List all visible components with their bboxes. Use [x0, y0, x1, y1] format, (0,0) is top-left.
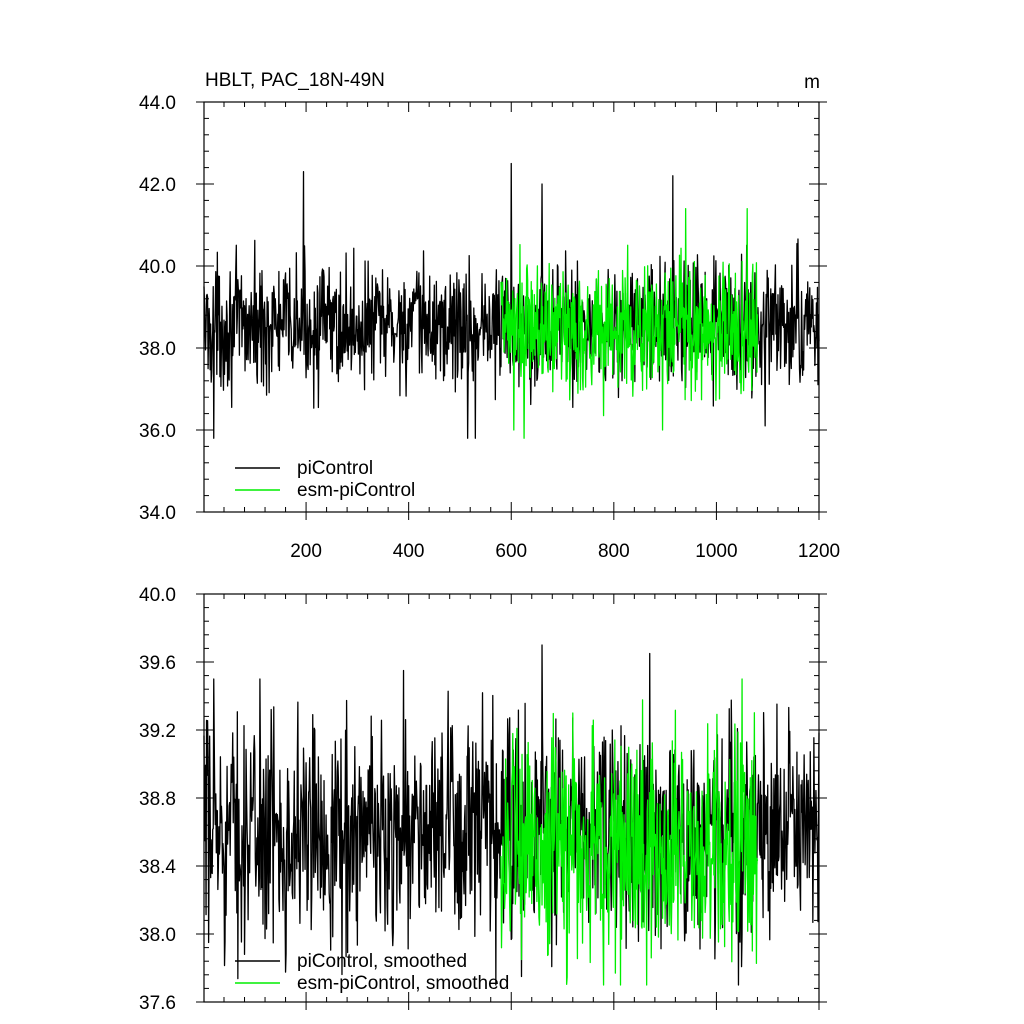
y-tick-label: 40.0 [139, 585, 176, 606]
units-label: m [804, 72, 820, 93]
series-group [203, 162, 820, 439]
legend-label: piControl, smoothed [297, 951, 467, 972]
axes-group: 200 400 600 800 1000 1200 34.0 36.0 38.0 40.0 42.0… [139, 93, 840, 562]
legend-label: piControl [297, 458, 373, 479]
x-tick-label: 1000 [695, 541, 737, 562]
y-tick-label: 38.0 [139, 925, 176, 946]
series-line-picontrol [203, 162, 820, 439]
legend-label: esm-piControl [297, 480, 415, 501]
x-tick-label: 400 [393, 541, 425, 562]
series-group [203, 644, 820, 986]
y-tick-label: 38.8 [139, 789, 176, 810]
x-tick-label: 800 [598, 541, 630, 562]
x-tick-label: 600 [495, 541, 527, 562]
series-line-esm-picontrol [500, 207, 759, 439]
y-tick-label: 39.6 [139, 653, 176, 674]
x-tick-label: 200 [290, 541, 322, 562]
legend-label: esm-piControl, smoothed [297, 973, 509, 994]
y-tick-label: 38.0 [139, 339, 176, 360]
y-tick-label: 39.2 [139, 721, 176, 742]
x-tick-label: 1200 [798, 541, 840, 562]
y-tick-label: 34.0 [139, 503, 176, 524]
y-tick-label: 44.0 [139, 93, 176, 114]
axes-group: 37.6 38.0 38.4 38.8 39.2 39.6 40.0 [139, 585, 827, 1014]
bottom-panel: 37.6 38.0 38.4 38.8 39.2 39.6 40.0 piControl, … [139, 585, 827, 1014]
y-tick-label: 40.0 [139, 257, 176, 278]
y-tick-label: 36.0 [139, 421, 176, 442]
y-tick-label: 42.0 [139, 175, 176, 196]
series-line-esm-picontrol-smoothed [500, 678, 759, 986]
chart-title: HBLT, PAC_18N-49N [205, 70, 385, 91]
y-tick-label: 37.6 [139, 993, 176, 1014]
y-tick-label: 38.4 [139, 857, 176, 878]
top-panel: HBLT, PAC_18N-49N m 200 400 600 800 1000 1200… [139, 70, 840, 562]
